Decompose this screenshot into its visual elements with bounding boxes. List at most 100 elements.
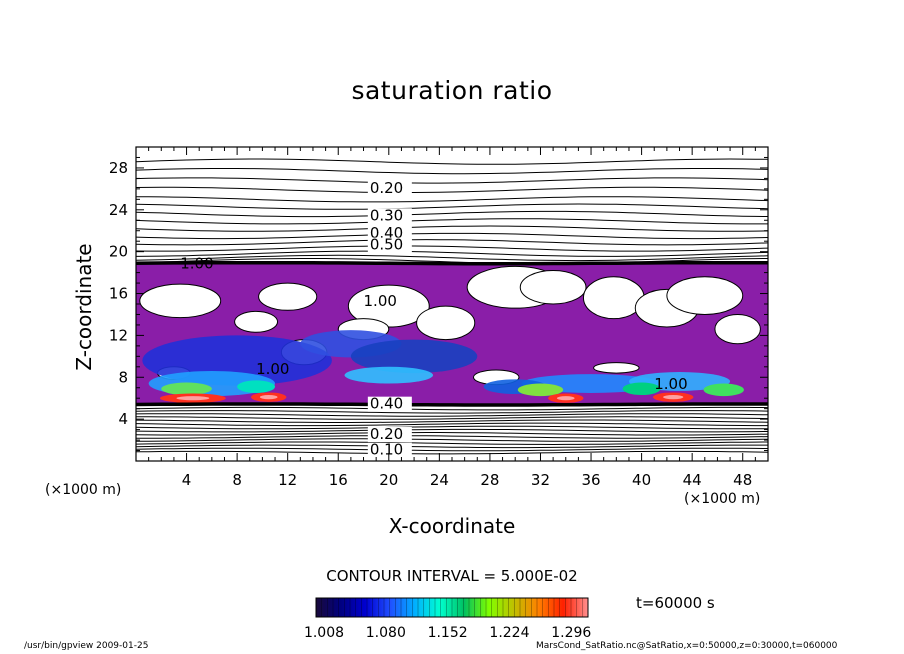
contour-label: 1.00 xyxy=(256,360,289,378)
field-patch xyxy=(237,380,276,393)
y-tick-label: 20 xyxy=(109,243,128,261)
field-patch xyxy=(556,396,575,401)
x-tick-label: 44 xyxy=(683,471,702,489)
contour-line xyxy=(136,447,768,452)
contour-label-bg xyxy=(367,442,412,458)
contour-line xyxy=(136,250,768,257)
contour-line xyxy=(136,438,768,442)
contour-label: 1.00 xyxy=(364,292,397,310)
contour-label: 0.40 xyxy=(370,224,403,242)
colorbar-tick-label: 1.008 xyxy=(304,625,344,641)
subsaturated-region xyxy=(582,276,645,320)
x-tick-label: 28 xyxy=(480,471,499,489)
colorbar-tick-label: 1.224 xyxy=(489,625,529,641)
contour-label: 0.30 xyxy=(370,206,403,224)
contour-line xyxy=(136,410,768,414)
contour-label: 1.00 xyxy=(654,375,687,393)
contour-label: 0.20 xyxy=(370,179,403,197)
y-tick-label: 28 xyxy=(109,159,128,177)
saturation-field xyxy=(136,264,768,406)
footer-command: /usr/bin/gpview 2009-01-25 xyxy=(24,641,149,651)
contour-line xyxy=(136,254,768,262)
x-axis-label: X-coordinate xyxy=(388,514,516,538)
contour-label-bg xyxy=(367,237,412,253)
contour-line xyxy=(136,177,768,184)
y-tick-label: 24 xyxy=(109,201,128,219)
colorbar-tick-label: 1.152 xyxy=(428,625,468,641)
contour-line xyxy=(136,406,768,411)
subsaturated-region xyxy=(258,282,318,311)
contour-line xyxy=(136,432,768,436)
contour-line xyxy=(136,428,768,433)
contour-line xyxy=(136,419,768,423)
y-tick-label: 16 xyxy=(109,285,128,303)
x-tick-label: 4 xyxy=(182,471,192,489)
x-tick-label: 16 xyxy=(329,471,348,489)
contour-line xyxy=(136,218,768,225)
contour-label: 0.40 xyxy=(370,395,403,413)
contour-label-bg xyxy=(367,208,412,224)
contour-line xyxy=(136,225,768,232)
contour-line xyxy=(136,196,768,203)
x-ticks: 4 8 12 16 20 24 28 32 36 40 44 48 xyxy=(135,147,769,489)
contour-labels: 0.200.300.400.501.001.001.001.000.400.20… xyxy=(180,179,687,459)
contour-label-bg xyxy=(367,181,412,197)
contour-label: 0.10 xyxy=(370,441,403,459)
time-label: t=60000 s xyxy=(636,594,715,612)
contour-interval-label: CONTOUR INTERVAL = 5.000E-02 xyxy=(326,567,578,585)
x-tick-label: 32 xyxy=(531,471,550,489)
x-tick-label: 8 xyxy=(232,471,242,489)
contour-lines xyxy=(136,158,768,455)
y-axis-label: Z-coordinate xyxy=(72,243,96,371)
x-tick-label: 20 xyxy=(379,471,398,489)
y-ticks: 4 8 12 16 20 24 28 xyxy=(109,146,768,462)
x-tick-label: 12 xyxy=(278,471,297,489)
contour-line xyxy=(136,158,768,165)
contour-line xyxy=(136,186,768,193)
subsaturated-region xyxy=(416,305,476,341)
contour-label-bg xyxy=(367,396,412,412)
subsaturated-region xyxy=(666,276,744,315)
subsaturated-region xyxy=(519,270,587,305)
field-patch xyxy=(344,366,434,384)
field-patch xyxy=(259,395,278,400)
contour-line xyxy=(136,232,768,240)
field-patch xyxy=(663,395,684,400)
x-unit-right: (×1000 m) xyxy=(684,491,761,507)
field-patch xyxy=(517,383,564,397)
y-tick-label: 12 xyxy=(109,326,128,344)
contour-line xyxy=(136,203,768,210)
subsaturated-region xyxy=(593,362,640,374)
field-patch xyxy=(350,339,478,374)
subsaturated-region xyxy=(139,283,222,319)
contour-label-bg xyxy=(367,427,412,443)
x-tick-label: 36 xyxy=(581,471,600,489)
colorbar: 1.008 1.080 1.152 1.224 1.296 xyxy=(304,597,591,641)
contour-line xyxy=(136,413,768,417)
y-tick-label: 8 xyxy=(118,368,128,386)
contour-line xyxy=(136,239,768,246)
contour-label: 1.00 xyxy=(180,254,213,272)
contour-line xyxy=(136,168,768,175)
x-tick-label: 24 xyxy=(430,471,449,489)
colorbar-gradient xyxy=(315,597,589,618)
field-patch xyxy=(622,382,661,396)
colorbar-tick-label: 1.080 xyxy=(366,625,406,641)
contour-line xyxy=(136,245,768,252)
contour-line xyxy=(136,416,768,420)
contour-line xyxy=(136,435,768,439)
field-patch xyxy=(161,382,212,396)
contour-line xyxy=(136,450,768,455)
y-tick-label: 4 xyxy=(118,410,128,428)
colorbar-tick-label: 1.296 xyxy=(551,625,591,641)
x-unit-left: (×1000 m) xyxy=(45,482,122,498)
chart-title: saturation ratio xyxy=(351,76,553,105)
contour-line xyxy=(136,444,768,449)
subsaturated-region xyxy=(714,313,761,345)
contour-line xyxy=(136,260,768,266)
x-tick-label: 48 xyxy=(733,471,752,489)
contour-line xyxy=(136,422,768,427)
contour-label: 0.50 xyxy=(370,236,403,254)
footer-source: MarsCond_SatRatio.nc@SatRatio,x=0:50000,… xyxy=(536,641,838,651)
